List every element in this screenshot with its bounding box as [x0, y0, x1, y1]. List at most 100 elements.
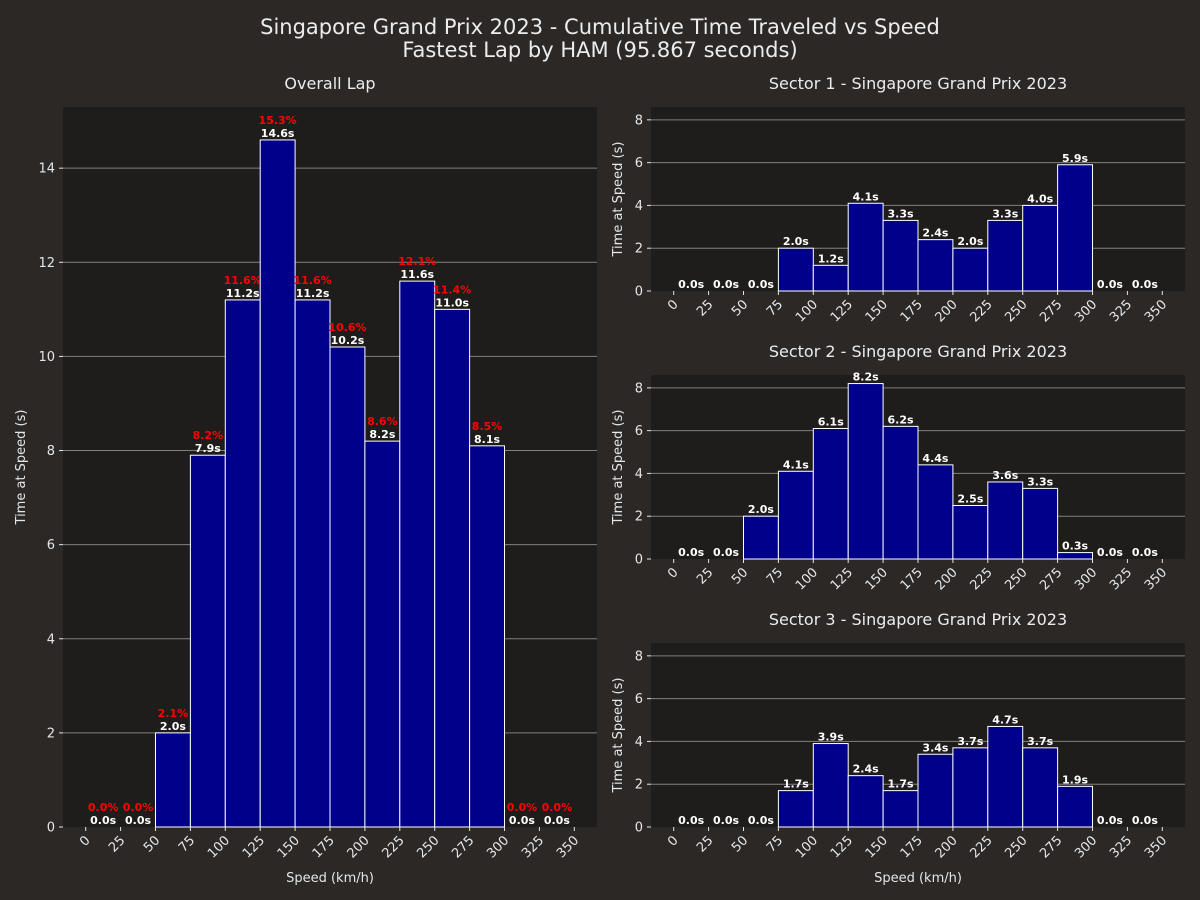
bar-percent-label: 0.0%: [542, 801, 573, 814]
y-tick-label: 0: [635, 821, 643, 836]
x-tick-label: 50: [729, 565, 751, 587]
bar-value-label: 0.0s: [125, 814, 151, 827]
chart-sector-2: Sector 2 - Singapore Grand Prix 2023 0 2 4 6…: [611, 342, 1185, 593]
chart-panels: Overall Lap024681012140.0s0.0%0.0s0.0%2.…: [14, 74, 1185, 886]
x-tick-label: 200: [345, 833, 373, 861]
y-tick-label: 4: [635, 467, 643, 482]
bar: [294, 299, 331, 828]
y-tick-label: 8: [635, 113, 643, 128]
bar-value-label: 11.0s: [435, 296, 469, 309]
bar-value-label: 8.2s: [369, 428, 395, 441]
bar-value-label: 14.6s: [261, 127, 295, 140]
bar-value-label: 3.6s: [992, 469, 1018, 482]
bar-value-label: 11.2s: [296, 287, 330, 300]
bar-value-label: 0.0s: [748, 814, 774, 827]
bar-percent-label: 0.0%: [88, 801, 119, 814]
y-tick-label: 0: [635, 553, 643, 568]
x-tick-label: 50: [729, 833, 751, 855]
bar-percent-label: 11.6%: [224, 274, 262, 287]
bar-value-label: 1.7s: [783, 778, 809, 791]
bar-percent-label: 0.0%: [123, 801, 154, 814]
bar-value-label: 2.0s: [783, 235, 809, 248]
bar-value-label: 4.1s: [783, 458, 809, 471]
bar-value-label: 0.0s: [90, 814, 116, 827]
y-tick-label: 2: [635, 510, 643, 525]
x-tick-label: 50: [729, 297, 751, 319]
chart-title: Overall Lap: [284, 74, 375, 93]
x-tick-label: 75: [764, 565, 786, 587]
bar: [1057, 785, 1094, 828]
bar-value-label: 3.7s: [1027, 735, 1053, 748]
x-tick-label: 275: [449, 833, 477, 861]
x-tick-label: 100: [793, 297, 821, 325]
y-tick-label: 4: [635, 199, 643, 214]
bar-percent-label: 2.1%: [158, 707, 189, 720]
y-axis-label: Time at Speed (s): [611, 410, 626, 526]
x-tick-label: 125: [240, 833, 268, 861]
bar-value-label: 0.0s: [748, 278, 774, 291]
bar-value-label: 0.3s: [1062, 540, 1088, 553]
bar: [1057, 552, 1094, 560]
bar: [847, 775, 884, 828]
bar: [364, 440, 401, 828]
figure-title-line2: Fastest Lap by HAM (95.867 seconds): [402, 38, 797, 62]
x-tick-label: 25: [694, 565, 716, 587]
bar: [1022, 204, 1059, 292]
bar: [154, 732, 191, 828]
bar: [259, 139, 296, 828]
chart-sector-3: Sector 3 - Singapore Grand Prix 2023 0 2 4 6…: [611, 610, 1185, 886]
bar: [882, 790, 919, 828]
chart-title: Sector 2 - Singapore Grand Prix 2023: [769, 342, 1067, 361]
y-tick-label: 8: [635, 649, 643, 664]
y-tick-label: 8: [47, 444, 55, 459]
x-tick-label: 200: [933, 833, 961, 861]
y-axis-label: Time at Speed (s): [14, 410, 29, 526]
x-tick-label: 250: [1002, 297, 1030, 325]
bar: [777, 247, 814, 292]
x-tick-label: 275: [1037, 833, 1065, 861]
x-tick-label: 150: [863, 565, 891, 593]
bar: [847, 202, 884, 292]
bar-percent-label: 10.6%: [328, 321, 366, 334]
x-tick-label: 75: [764, 297, 786, 319]
bar-value-label: 2.0s: [160, 720, 186, 733]
x-tick-label: 150: [275, 833, 303, 861]
x-tick-label: 125: [828, 297, 856, 325]
chart-overall: Overall Lap024681012140.0s0.0%0.0s0.0%2.…: [14, 74, 597, 886]
x-tick-label: 75: [176, 833, 198, 855]
x-tick-label: 225: [967, 833, 995, 861]
bar-value-label: 3.9s: [818, 731, 844, 744]
bar-value-label: 0.0s: [509, 814, 535, 827]
x-tick-label: 300: [1072, 833, 1100, 861]
bar-value-label: 0.0s: [1097, 278, 1123, 291]
bar-value-label: 10.2s: [331, 334, 365, 347]
y-tick-label: 14: [38, 162, 55, 177]
bar-value-label: 0.0s: [678, 278, 704, 291]
x-axis-label: Speed (km/h): [286, 871, 374, 886]
bar-value-label: 0.0s: [1097, 546, 1123, 559]
bar-value-label: 2.0s: [957, 235, 983, 248]
x-tick-label: 250: [1002, 565, 1030, 593]
bar-value-label: 3.4s: [922, 741, 948, 754]
x-tick-label: 275: [1037, 297, 1065, 325]
bar-percent-label: 0.0%: [507, 801, 538, 814]
x-tick-label: 0: [665, 565, 681, 581]
x-tick-label: 0: [77, 833, 93, 849]
bar: [329, 346, 366, 828]
bar-value-label: 3.3s: [888, 207, 914, 220]
bar: [987, 725, 1024, 828]
x-tick-label: 325: [1107, 297, 1135, 325]
x-tick-label: 25: [106, 833, 128, 855]
x-tick-label: 100: [793, 833, 821, 861]
bar: [917, 464, 954, 560]
x-tick-label: 275: [1037, 565, 1065, 593]
x-tick-label: 0: [665, 833, 681, 849]
chart-sector-1: Sector 1 - Singapore Grand Prix 2023 0 2 4 6…: [611, 74, 1185, 325]
bar: [847, 383, 884, 560]
x-tick-label: 225: [967, 297, 995, 325]
x-tick-label: 25: [694, 297, 716, 319]
x-tick-label: 350: [1142, 833, 1170, 861]
bar-value-label: 0.0s: [1132, 278, 1158, 291]
x-tick-label: 300: [1072, 565, 1100, 593]
